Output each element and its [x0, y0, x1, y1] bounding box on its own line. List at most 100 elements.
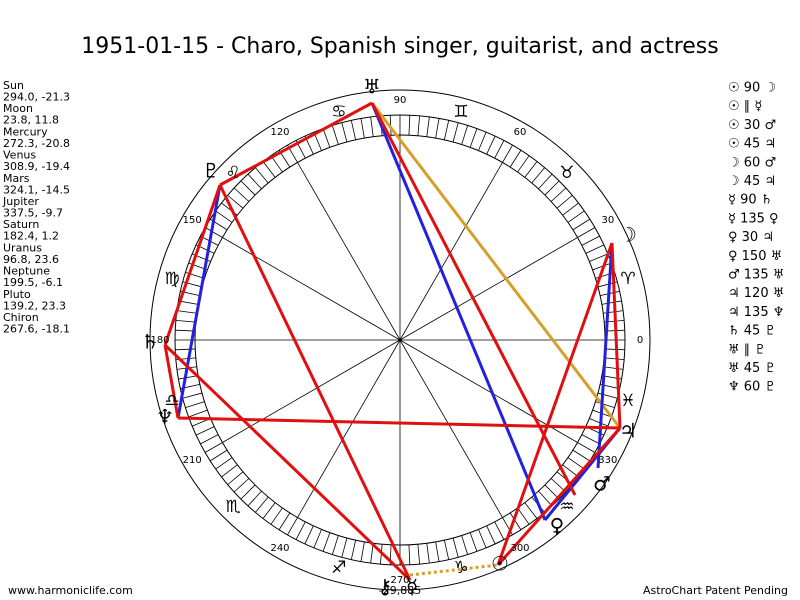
ring-tick	[585, 244, 605, 254]
ring-tick	[360, 118, 365, 139]
ring-tick	[577, 442, 596, 453]
degree-label: 210	[183, 455, 202, 466]
ring-tick	[461, 535, 469, 555]
ring-tick	[255, 496, 269, 513]
aspect-entry: ♅ 45 ♇	[728, 361, 776, 376]
sign-glyph: ♌	[225, 163, 240, 183]
ring-tick	[538, 173, 553, 190]
aspect-entry: ☉ 45 ♃	[728, 137, 776, 152]
aspect-line	[370, 102, 577, 496]
ring-tick	[227, 195, 244, 209]
spoke	[399, 162, 503, 341]
outer-circle	[149, 89, 651, 591]
spoke	[399, 339, 503, 518]
aspect-line	[409, 563, 499, 577]
sign-glyph: ♈	[620, 269, 635, 289]
aspect-entry: ☽ 45 ♃	[728, 174, 776, 189]
ring-tick	[408, 544, 411, 565]
title: 1951-01-15 - Charo, Spanish singer, guit…	[81, 34, 718, 59]
ring-tick	[185, 401, 205, 409]
planet-coords: 337.5, -9.7	[3, 207, 63, 220]
planet-name: Moon	[3, 102, 33, 115]
ring-tick	[215, 457, 233, 470]
planet-glyph: ♅	[363, 75, 381, 99]
ring-tick	[322, 128, 331, 148]
ring-tick	[452, 122, 459, 143]
ring-tick	[341, 122, 348, 143]
ring-tick	[227, 471, 244, 485]
sign-glyph: ♉	[559, 163, 574, 183]
spoke	[399, 237, 578, 341]
ring-tick	[478, 131, 487, 151]
aspect-entry: ♀ 150 ♅	[728, 249, 782, 264]
sign-glyph: ♐	[331, 558, 346, 578]
planet-name: Venus	[3, 149, 36, 162]
aspect-entry: ☽ 60 ♂	[728, 155, 776, 170]
ring-tick	[200, 434, 219, 445]
aspect-line	[163, 184, 222, 346]
ring-tick	[247, 490, 262, 507]
planet-name: Jupiter	[2, 195, 39, 208]
planet-glyph: ☉	[491, 552, 509, 576]
degree-label: 300	[510, 543, 529, 554]
degree-label: 60	[514, 127, 527, 138]
aspect-entry: ☿ 90 ♄	[728, 193, 772, 208]
ring-tick	[604, 357, 625, 361]
ring-tick	[524, 161, 538, 178]
sign-glyph: ♍	[164, 269, 179, 289]
planet-name: Mars	[3, 172, 30, 185]
ring-tick	[589, 253, 609, 262]
ring-tick	[443, 120, 450, 140]
degree-label: 150	[183, 215, 202, 226]
ring-tick	[509, 512, 522, 530]
footer-left: www.harmoniclife.com	[8, 584, 133, 597]
planet-coords: 182.4, 1.2	[3, 230, 59, 243]
aspect-line	[176, 184, 222, 419]
ring-tick	[601, 300, 622, 305]
ring-tick	[331, 125, 339, 145]
ring-tick	[478, 529, 487, 549]
aspect-entry: ☿ 135 ♀	[728, 211, 779, 226]
aspect-entry: ♅ ∥ ♇	[728, 342, 766, 357]
ring-tick	[341, 537, 348, 558]
ring-tick	[443, 540, 450, 560]
aspect-line	[218, 184, 412, 581]
aspect-entry: ♄ 45 ♇	[728, 324, 776, 339]
ring-tick	[287, 517, 298, 536]
ring-tick	[517, 155, 530, 173]
aspect-lines	[163, 101, 622, 582]
sign-glyph: ♏	[225, 497, 240, 517]
ring-tick	[350, 540, 357, 560]
footer-right: AstroChart Patent Pending	[643, 584, 788, 597]
planet-glyph: ♃	[619, 419, 637, 443]
ring-tick	[486, 525, 496, 545]
planet-glyph: ☽	[619, 223, 637, 247]
ring-tick	[204, 227, 223, 238]
ring-tick	[581, 235, 600, 246]
ring-tick	[595, 401, 615, 409]
planet-name: Neptune	[3, 265, 50, 278]
ring-tick	[544, 484, 560, 500]
ring-tick	[331, 535, 339, 555]
sign-glyph: ♎	[164, 391, 179, 411]
planet-name: Uranus	[3, 241, 42, 254]
ring-tick	[567, 457, 585, 470]
ring-tick	[182, 392, 203, 399]
aspect-line	[219, 101, 373, 187]
ring-tick	[262, 502, 276, 519]
degree-label: 330	[598, 455, 617, 466]
planet-coords: 96.8, 23.6	[3, 253, 59, 266]
planet-coords: 199.5, -6.1	[3, 276, 63, 289]
ring-tick	[255, 167, 269, 184]
ring-tick	[188, 409, 208, 418]
ring-tick	[572, 218, 590, 231]
ring-tick	[178, 300, 199, 305]
aspect-entry: ☉ 30 ♂	[728, 118, 776, 133]
planet-name: Saturn	[3, 218, 39, 231]
spoke	[297, 339, 401, 518]
ring-tick	[562, 202, 579, 216]
ring-tick	[469, 532, 478, 552]
sign-glyph: ♒	[559, 497, 574, 517]
ring-tick	[531, 167, 545, 184]
spoke	[297, 162, 401, 341]
